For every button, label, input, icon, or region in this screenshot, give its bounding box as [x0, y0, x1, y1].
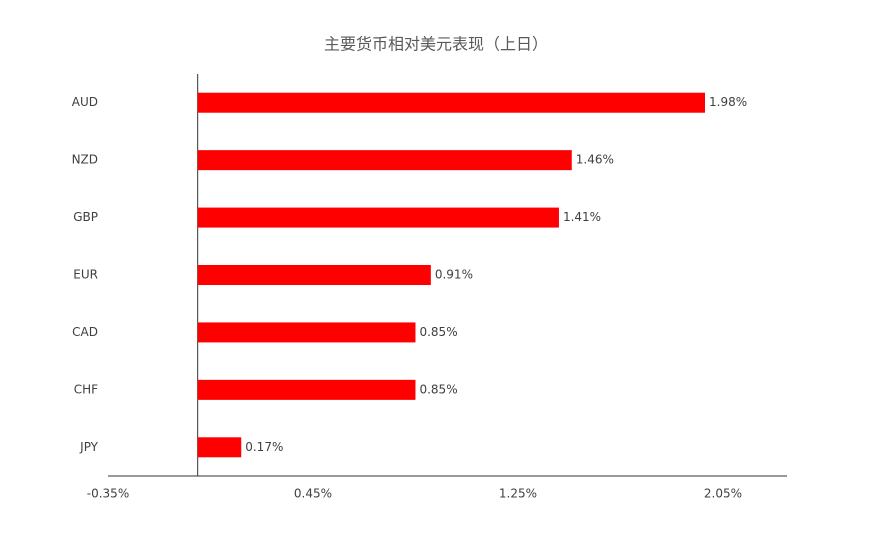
data-label: 0.85%	[419, 325, 457, 339]
y-tick-label: CAD	[72, 325, 98, 339]
data-label: 0.91%	[435, 268, 473, 282]
bar	[197, 379, 416, 400]
chart-title: 主要货币相对美元表现（上日）	[324, 35, 548, 54]
y-tick-label: AUD	[72, 95, 98, 109]
bar	[197, 150, 572, 171]
y-tick-label: JPY	[79, 440, 99, 454]
data-label: 1.41%	[563, 210, 601, 224]
data-label: 1.46%	[576, 153, 614, 167]
y-tick-label: CHF	[74, 382, 98, 396]
y-tick-label: GBP	[73, 210, 98, 224]
y-tick-label: NZD	[72, 153, 98, 167]
y-tick-label: EUR	[73, 268, 98, 282]
x-tick-label: 1.25%	[499, 487, 537, 501]
bar	[197, 92, 706, 113]
bar	[197, 437, 242, 458]
x-tick-label: 0.45%	[294, 487, 332, 501]
bar	[197, 207, 559, 228]
bar	[197, 322, 416, 343]
data-label: 0.85%	[419, 382, 457, 396]
data-label: 1.98%	[709, 95, 747, 109]
x-tick-label: 2.05%	[704, 487, 742, 501]
bar	[197, 265, 431, 285]
x-tick-label: -0.35%	[87, 487, 129, 501]
data-label: 0.17%	[245, 440, 283, 454]
